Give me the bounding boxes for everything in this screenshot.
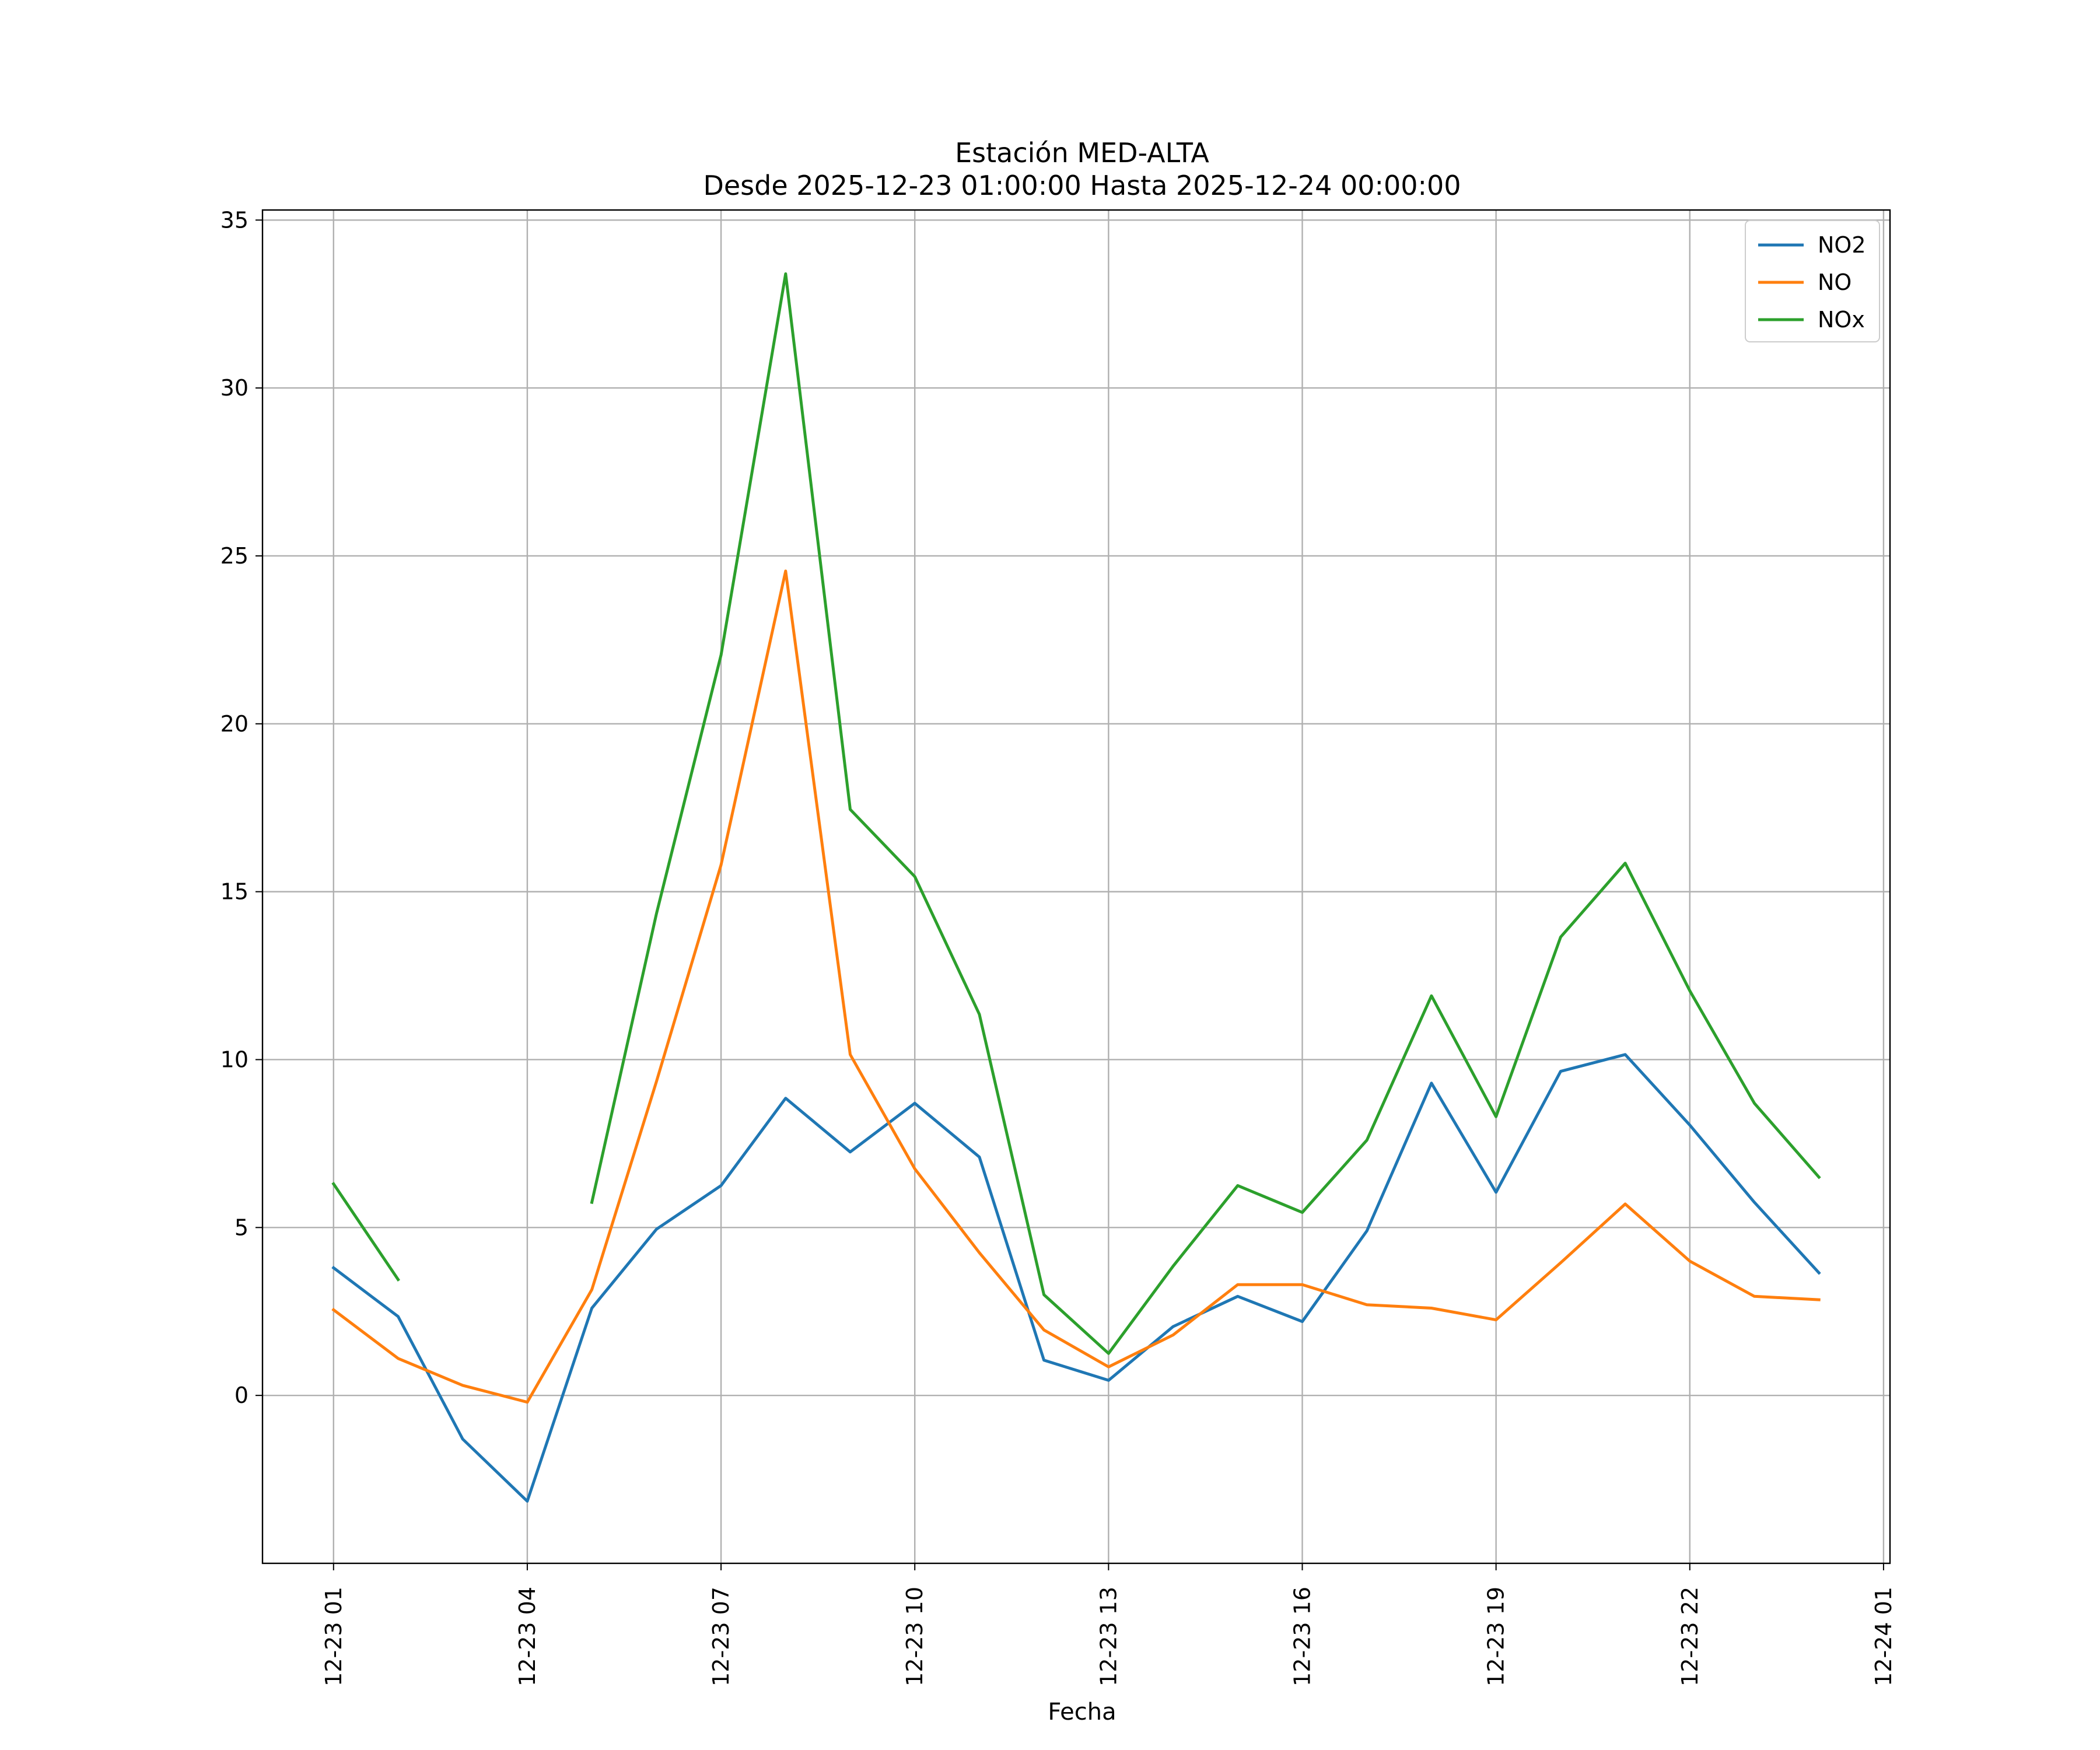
x-axis-label: Fecha [1048,1699,1116,1726]
y-tick-label: 20 [220,711,249,737]
x-tick-label: 12-23 01 [321,1587,346,1686]
x-tick-label: 12-23 22 [1677,1587,1703,1686]
y-tick-label: 25 [220,543,249,569]
series-line-no2 [331,1053,1821,1503]
legend-label-no: NO [1818,270,1852,295]
legend-label-no2: NO2 [1818,232,1866,258]
chart-title: Estación MED-ALTA [955,137,1209,169]
y-tick-label: 15 [220,879,249,905]
grid-lines [262,210,1890,1563]
x-tick-label: 12-23 07 [708,1587,734,1686]
x-tick-label: 12-23 10 [902,1587,928,1686]
x-tick-label: 12-23 16 [1290,1587,1315,1686]
series-line-nox [331,272,1821,1355]
y-tick-label: 0 [235,1382,249,1408]
series-line-no [331,569,1821,1404]
x-tick-label: 12-23 04 [514,1587,540,1686]
y-tick-label: 10 [220,1046,249,1072]
legend-label-nox: NOx [1818,307,1865,332]
y-tick-label: 5 [235,1214,249,1240]
y-tick-label: 35 [220,207,249,233]
plot-frame [261,209,1891,1564]
axes: 12-23 01 12-23 04 12-23 07 12-23 10 12-23 13… [220,207,1896,1686]
legend-box [1745,220,1880,342]
y-tick-label: 30 [220,375,249,401]
legend: NO2 NO NOx [1745,220,1880,342]
x-tick-label: 12-24 01 [1871,1587,1896,1686]
x-tick-label: 12-23 13 [1096,1587,1121,1686]
x-tick-label: 12-23 19 [1483,1587,1509,1686]
chart-subtitle: Desde 2025-12-23 01:00:00 Hasta 2025-12-… [703,170,1461,201]
series-lines [331,272,1821,1503]
